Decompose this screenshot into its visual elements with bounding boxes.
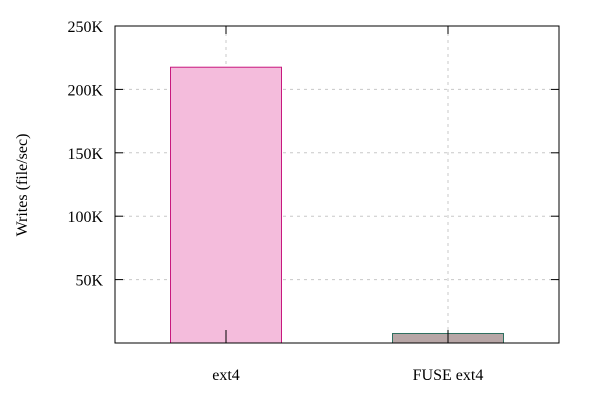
y-tick-label: 50K — [75, 273, 103, 290]
x-tick-label: FUSE ext4 — [413, 367, 484, 384]
plot-frame — [114, 25, 560, 344]
y-tick-label: 200K — [67, 82, 103, 99]
y-tick-label: 150K — [67, 146, 103, 163]
x-tick-label: ext4 — [212, 367, 240, 384]
axis-layer — [114, 25, 560, 344]
bars-layer — [170, 66, 504, 344]
bar — [170, 66, 282, 344]
label-layer: 50K 100K 150K 200K 250K ext4 FUSE ext4 — [67, 19, 483, 384]
y-tick-label: 100K — [67, 209, 103, 226]
y-tick-label: 250K — [67, 19, 103, 36]
y-axis-label: Writes (file/sec) — [14, 134, 31, 237]
